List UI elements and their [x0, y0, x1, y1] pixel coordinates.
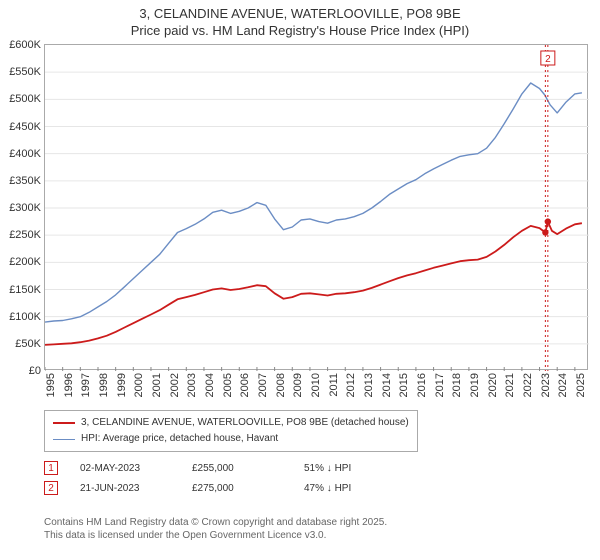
xtick-label: 2004	[204, 373, 216, 397]
xtick-label: 2024	[557, 373, 569, 397]
sales-cell-date: 02-MAY-2023	[80, 463, 170, 474]
ytick-label: £0	[29, 365, 41, 377]
xtick-label: 2018	[451, 373, 463, 397]
xtick-label: 2009	[292, 373, 304, 397]
xtick-label: 2025	[575, 373, 587, 397]
ytick-label: £100K	[9, 311, 41, 323]
xtick-label: 2007	[257, 373, 269, 397]
legend-row-hpi: HPI: Average price, detached house, Hava…	[53, 431, 409, 447]
xtick-label: 2006	[239, 373, 251, 397]
sales-row: 2 21-JUN-2023 £275,000 47% ↓ HPI	[44, 478, 394, 498]
ytick-label: £50K	[15, 338, 41, 350]
xtick-label: 2011	[328, 373, 340, 397]
xtick-label: 1995	[45, 373, 57, 397]
ytick-label: £400K	[9, 148, 41, 160]
chart-container: 3, CELANDINE AVENUE, WATERLOOVILLE, PO8 …	[0, 0, 600, 560]
sales-cell-delta: 51% ↓ HPI	[304, 463, 394, 474]
legend-swatch-hpi	[53, 439, 75, 440]
sales-table: 1 02-MAY-2023 £255,000 51% ↓ HPI 2 21-JUN-202…	[44, 458, 394, 498]
chart-title-line1: 3, CELANDINE AVENUE, WATERLOOVILLE, PO8 …	[10, 6, 590, 23]
xtick-label: 2016	[416, 373, 428, 397]
xtick-label: 2014	[381, 373, 393, 397]
ytick-label: £150K	[9, 284, 41, 296]
legend-swatch-price-paid	[53, 422, 75, 424]
xtick-label: 2020	[487, 373, 499, 397]
xtick-label: 1997	[80, 373, 92, 397]
ytick-label: £250K	[9, 229, 41, 241]
xtick-label: 2010	[310, 373, 322, 397]
title-block: 3, CELANDINE AVENUE, WATERLOOVILLE, PO8 …	[0, 0, 600, 42]
ytick-label: £600K	[9, 39, 41, 51]
xtick-label: 2002	[169, 373, 181, 397]
legend-label-price-paid: 3, CELANDINE AVENUE, WATERLOOVILLE, PO8 …	[81, 415, 409, 431]
legend-label-hpi: HPI: Average price, detached house, Hava…	[81, 431, 278, 447]
legend-row-price-paid: 3, CELANDINE AVENUE, WATERLOOVILLE, PO8 …	[53, 415, 409, 431]
xtick-label: 1996	[63, 373, 75, 397]
plot-area: 2 £0£50K£100K£150K£200K£250K£300K£350K£4…	[44, 44, 588, 370]
xtick-label: 2000	[133, 373, 145, 397]
plot-svg: 2	[45, 45, 589, 371]
chart-title-line2: Price paid vs. HM Land Registry's House …	[10, 23, 590, 40]
sale-marker-box: 1	[44, 461, 58, 475]
ytick-label: £300K	[9, 202, 41, 214]
xtick-label: 2005	[222, 373, 234, 397]
xtick-label: 2017	[434, 373, 446, 397]
footer-line1: Contains HM Land Registry data © Crown c…	[44, 516, 387, 529]
ytick-label: £550K	[9, 66, 41, 78]
xtick-label: 2021	[504, 373, 516, 397]
xtick-label: 2012	[345, 373, 357, 397]
sale-marker-box: 2	[44, 481, 58, 495]
xtick-label: 2022	[522, 373, 534, 397]
ytick-label: £200K	[9, 256, 41, 268]
svg-text:2: 2	[545, 54, 551, 65]
sales-cell-price: £275,000	[192, 483, 282, 494]
sales-cell-delta: 47% ↓ HPI	[304, 483, 394, 494]
xtick-label: 1998	[98, 373, 110, 397]
sales-cell-date: 21-JUN-2023	[80, 483, 170, 494]
legend: 3, CELANDINE AVENUE, WATERLOOVILLE, PO8 …	[44, 410, 418, 452]
footer-line2: This data is licensed under the Open Gov…	[44, 529, 387, 542]
ytick-label: £500K	[9, 93, 41, 105]
xtick-label: 2003	[186, 373, 198, 397]
ytick-label: £350K	[9, 175, 41, 187]
xtick-label: 2015	[398, 373, 410, 397]
xtick-label: 2019	[469, 373, 481, 397]
xtick-label: 1999	[116, 373, 128, 397]
ytick-label: £450K	[9, 121, 41, 133]
sales-row: 1 02-MAY-2023 £255,000 51% ↓ HPI	[44, 458, 394, 478]
sales-cell-price: £255,000	[192, 463, 282, 474]
xtick-label: 2013	[363, 373, 375, 397]
xtick-label: 2008	[275, 373, 287, 397]
xtick-label: 2001	[151, 373, 163, 397]
footer-note: Contains HM Land Registry data © Crown c…	[44, 516, 387, 542]
xtick-label: 2023	[540, 373, 552, 397]
